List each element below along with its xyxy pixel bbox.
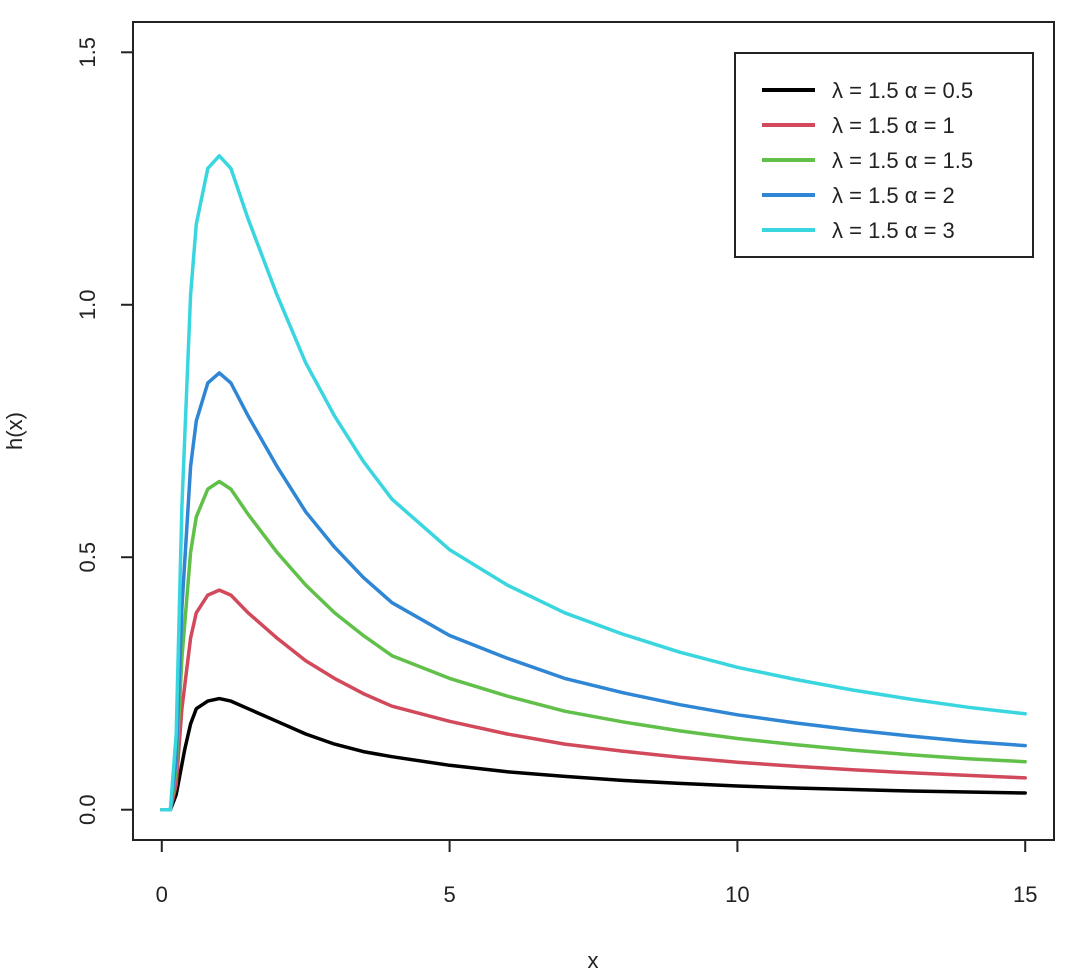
series-line-4 bbox=[160, 371, 1027, 812]
y-tick-label: 1.0 bbox=[75, 289, 100, 320]
legend-entry-label: λ = 1.5 α = 3 bbox=[832, 218, 955, 243]
axes-layer: 0 5 10 15 0.0 0.5 1.0 1.5 bbox=[75, 37, 1037, 907]
x-tick-label: 5 bbox=[443, 882, 455, 907]
x-tick-label: 15 bbox=[1013, 882, 1037, 907]
series-line-1 bbox=[160, 696, 1027, 812]
legend-entry-label: λ = 1.5 α = 1.5 bbox=[832, 148, 973, 173]
series-line-2 bbox=[160, 588, 1027, 812]
legend-entry-label: λ = 1.5 α = 0.5 bbox=[832, 78, 973, 103]
legend-box bbox=[734, 52, 1034, 258]
y-tick-label: 0.5 bbox=[75, 542, 100, 573]
x-tick-label: 10 bbox=[725, 882, 749, 907]
legend: λ = 1.5 α = 0.5 λ = 1.5 α = 1 λ = 1.5 α = … bbox=[734, 52, 1034, 258]
y-axis-title: h(x) bbox=[2, 412, 27, 450]
x-tick-label: 0 bbox=[156, 882, 168, 907]
series-line-5 bbox=[160, 154, 1027, 812]
series-line-3 bbox=[160, 479, 1027, 812]
y-tick-label: 0.0 bbox=[75, 794, 100, 825]
legend-entry-label: λ = 1.5 α = 1 bbox=[832, 113, 955, 138]
y-tick-label: 1.5 bbox=[75, 37, 100, 68]
series-layer bbox=[160, 154, 1027, 812]
legend-entry-label: λ = 1.5 α = 2 bbox=[832, 183, 955, 208]
x-axis-title: x bbox=[588, 948, 599, 973]
